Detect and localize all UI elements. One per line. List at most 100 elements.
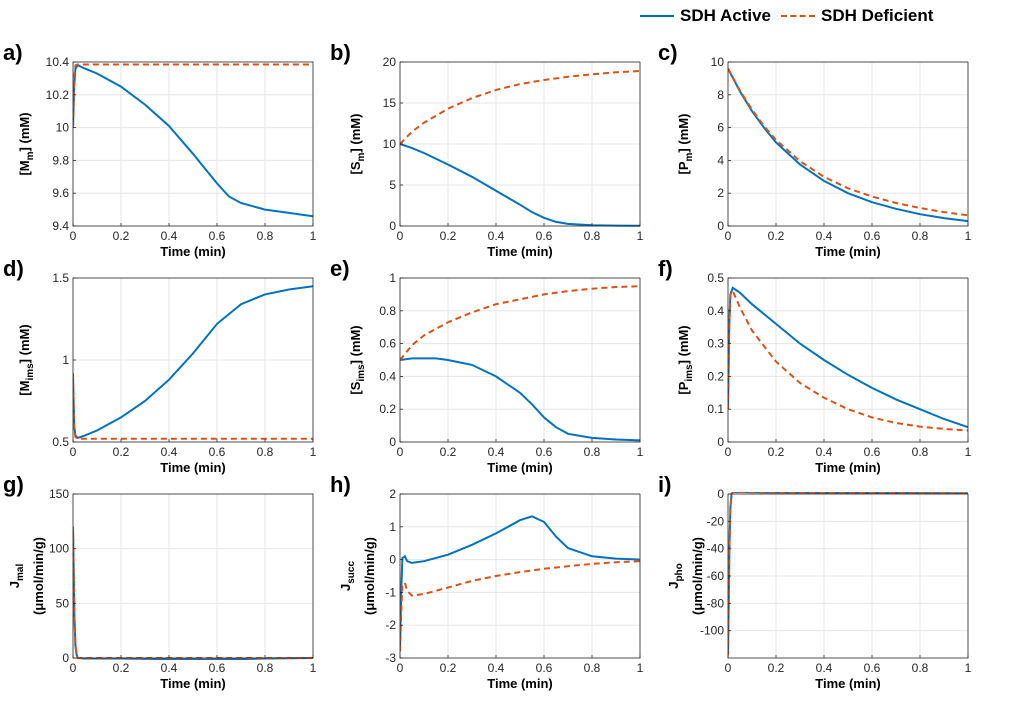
x-tick-label: 0 (725, 229, 732, 243)
y-tick-label: -100 (700, 624, 724, 638)
y-tick-label: 4 (717, 153, 724, 167)
series-line-sdh-deficient (728, 289, 968, 432)
subplot-i: 0 0.2 0.4 0.6 0.8 1 -100 -80 -60 -40 -20 0 Time (min… (658, 472, 972, 691)
series-line-sdh-active (400, 143, 640, 227)
y-tick-label: -20 (707, 514, 725, 528)
y-tick-label: 9.8 (52, 153, 69, 167)
y-tick-label: 0.2 (707, 369, 724, 383)
x-tick-label: 0.8 (257, 661, 274, 675)
x-tick-label: 0 (725, 445, 732, 459)
y-tick-label: 0 (717, 487, 724, 501)
y-tick-label: 2 (717, 186, 724, 200)
subplot-a: 0 0.2 0.4 0.6 0.8 1 9.4 9.6 9.8 10 10.2 10.4 Time (m… (3, 40, 317, 259)
panel-label: d) (3, 256, 24, 281)
x-tick-label: 0.8 (584, 445, 601, 459)
series-line-sdh-deficient (73, 373, 313, 440)
y-tick-label: 10 (383, 137, 397, 151)
x-tick-label: 0.2 (440, 661, 457, 675)
x-tick-label: 0 (397, 445, 404, 459)
x-tick-label: 0.8 (257, 445, 274, 459)
x-tick-label: 0.6 (209, 445, 226, 459)
axes-box (399, 277, 641, 443)
y-tick-label: 100 (49, 542, 69, 556)
panel-label: c) (658, 40, 678, 65)
x-axis-label: Time (min) (815, 244, 881, 259)
x-tick-label: 0.4 (161, 445, 178, 459)
panel-label: i) (658, 472, 671, 497)
series-line-sdh-active (728, 286, 968, 429)
x-tick-label: 1 (310, 229, 317, 243)
axes-box (727, 277, 969, 443)
panel-label: h) (330, 472, 351, 497)
y-tick-label: 10 (56, 121, 70, 135)
legend-label: SDH Deficient (821, 6, 934, 25)
panel-label: b) (330, 40, 351, 65)
x-tick-label: 0.6 (864, 445, 881, 459)
y-tick-label: 0 (717, 435, 724, 449)
series-line-sdh-active (73, 64, 313, 218)
x-tick-label: 0.8 (584, 661, 601, 675)
y-tick-label: 10.4 (46, 55, 70, 69)
y-tick-label: 0 (389, 435, 396, 449)
plot-area (728, 62, 968, 226)
x-tick-label: 0 (70, 661, 77, 675)
x-tick-label: 0 (397, 229, 404, 243)
x-tick-label: 0.6 (864, 661, 881, 675)
y-axis-label: [Sims] (mM) (348, 325, 367, 394)
series-line-sdh-deficient (400, 560, 640, 652)
x-tick-label: 0.4 (816, 661, 833, 675)
y-tick-label: -2 (385, 618, 396, 632)
y-tick-label: 2 (389, 487, 396, 501)
x-tick-label: 0.6 (209, 661, 226, 675)
y-axis-label: [Pm] (mM) (676, 114, 695, 175)
plot-area (400, 278, 640, 442)
x-tick-label: 0.8 (912, 661, 929, 675)
series-line-sdh-active (73, 526, 313, 660)
x-axis-label: Time (min) (815, 676, 881, 691)
y-tick-label: -60 (707, 569, 725, 583)
y-tick-label: 1 (389, 271, 396, 285)
x-tick-label: 0.4 (816, 445, 833, 459)
axes-box (72, 61, 314, 227)
legend-swatch-solid (640, 15, 674, 17)
y-axis-label: [Mm] (mM) (17, 112, 36, 175)
x-axis-label: Time (min) (160, 244, 226, 259)
x-tick-label: 0.8 (584, 229, 601, 243)
x-tick-label: 0.6 (209, 229, 226, 243)
subplot-f: 0 0.2 0.4 0.6 0.8 1 0 0.1 0.2 0.3 0.4 0.5 Time (min)… (658, 256, 972, 475)
x-tick-label: 0.4 (161, 661, 178, 675)
x-tick-label: 0 (70, 445, 77, 459)
y-tick-label: 20 (383, 55, 397, 69)
x-axis-label: Time (min) (487, 676, 553, 691)
x-tick-label: 0 (397, 661, 404, 675)
y-tick-label: 1.5 (52, 271, 69, 285)
x-tick-label: 0.8 (912, 445, 929, 459)
y-tick-label: 0 (62, 651, 69, 665)
x-tick-label: 0.8 (912, 229, 929, 243)
x-axis-label: Time (min) (160, 676, 226, 691)
x-tick-label: 0.4 (488, 229, 505, 243)
y-tick-label: 10.2 (46, 88, 70, 102)
y-tick-label: 0.4 (707, 304, 724, 318)
subplot-h: 0 0.2 0.4 0.6 0.8 1 -3 -2 -1 0 1 2 Time (min) Jsucc (μ… (330, 472, 644, 691)
y-tick-label: 0 (389, 553, 396, 567)
plot-area (400, 494, 640, 658)
y-axis-label: [Sm] (mM) (348, 114, 367, 175)
y-tick-label: 10 (711, 55, 725, 69)
x-tick-label: 0.2 (113, 445, 130, 459)
x-axis-label: Time (min) (815, 460, 881, 475)
x-tick-label: 1 (310, 661, 317, 675)
y-axis-label: [Pims] (mM) (676, 325, 695, 394)
x-tick-label: 0.2 (768, 661, 785, 675)
series-line-sdh-deficient (73, 63, 313, 128)
y-axis-label: Jsucc (μmol/min/g) (338, 537, 377, 615)
x-tick-label: 1 (310, 445, 317, 459)
legend-swatch-dashed (781, 15, 816, 17)
y-axis-label: Jpho (μmol/min/g) (666, 537, 705, 615)
y-tick-label: -3 (385, 651, 396, 665)
x-tick-label: 0.2 (113, 661, 130, 675)
axes-box (727, 61, 969, 227)
